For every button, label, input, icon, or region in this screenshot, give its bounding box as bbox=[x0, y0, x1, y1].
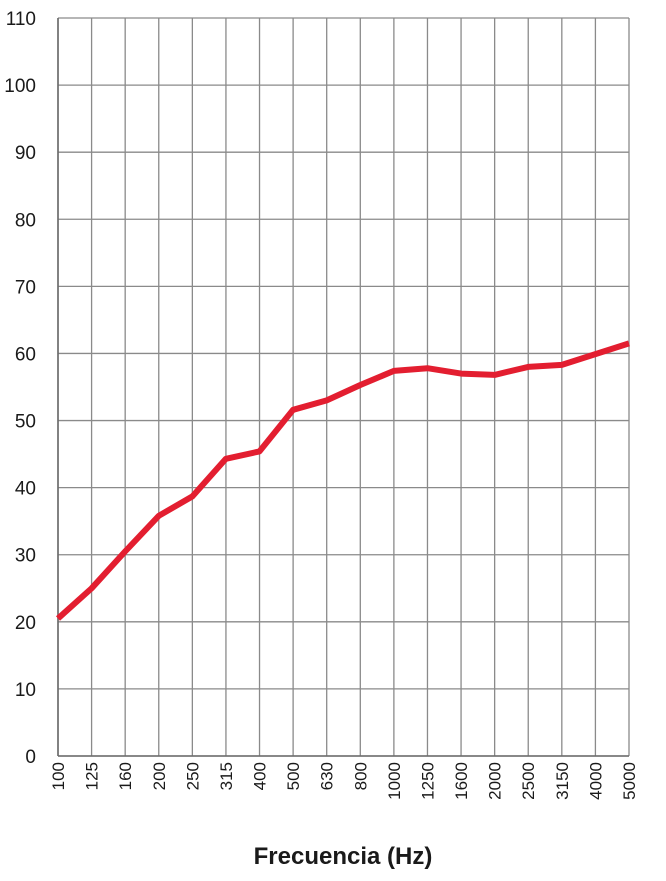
x-tick-label: 1600 bbox=[452, 762, 471, 800]
y-tick-label: 10 bbox=[15, 680, 36, 701]
x-tick-label: 4000 bbox=[586, 762, 605, 800]
y-tick-label: 70 bbox=[15, 277, 36, 298]
x-tick-label: 500 bbox=[284, 762, 303, 790]
grid bbox=[57, 17, 630, 757]
x-tick-label: 2500 bbox=[519, 762, 538, 800]
x-tick-label: 315 bbox=[217, 762, 236, 790]
y-tick-label: 20 bbox=[15, 613, 36, 634]
x-tick-label: 630 bbox=[318, 762, 337, 790]
x-tick-label: 400 bbox=[251, 762, 270, 790]
y-tick-label: 60 bbox=[15, 344, 36, 365]
x-tick-label: 160 bbox=[116, 762, 135, 790]
series-layer bbox=[55, 340, 630, 621]
x-tick-label: 100 bbox=[49, 762, 68, 790]
x-tick-label: 5000 bbox=[620, 762, 639, 800]
y-tick-label: 50 bbox=[15, 412, 36, 433]
y-tick-label: 40 bbox=[15, 479, 36, 500]
y-tick-label: 90 bbox=[15, 143, 36, 164]
x-tick-label: 1250 bbox=[418, 762, 437, 800]
x-tick-label: 3150 bbox=[553, 762, 572, 800]
x-axis-ticks: 100 125 160 200 250 315 400 500 630 800 1000 1250 16… bbox=[49, 762, 639, 800]
y-tick-label: 30 bbox=[15, 546, 36, 567]
x-tick-label: 250 bbox=[183, 762, 202, 790]
series-line bbox=[55, 340, 630, 621]
y-axis-ticks: 0 10 20 30 40 50 60 70 80 90 100 110 bbox=[4, 9, 36, 768]
y-tick-label: 100 bbox=[4, 76, 36, 97]
y-tick-label: 110 bbox=[6, 9, 36, 30]
y-tick-label: 80 bbox=[15, 210, 36, 231]
x-tick-label: 125 bbox=[83, 762, 102, 790]
x-axis-label: Frecuencia (Hz) bbox=[254, 843, 433, 870]
x-tick-label: 200 bbox=[150, 762, 169, 790]
x-tick-label: 800 bbox=[351, 762, 370, 790]
y-tick-label: 0 bbox=[25, 747, 36, 768]
x-tick-label: 1000 bbox=[385, 762, 404, 800]
x-tick-label: 2000 bbox=[486, 762, 505, 800]
